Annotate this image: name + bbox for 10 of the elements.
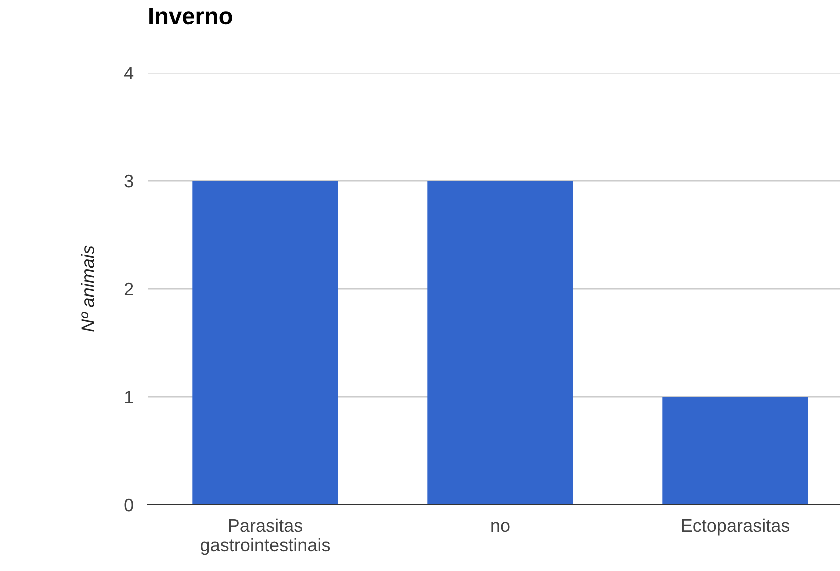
y-tick-label: 4: [124, 67, 134, 80]
x-tick-label: Parasitas gastrointestinais: [201, 518, 330, 556]
y-tick-label: 0: [124, 498, 134, 512]
chart-title: Inverno: [150, 8, 232, 25]
y-axis-title: Nº animais: [81, 246, 94, 332]
x-tick-label: no: [492, 522, 510, 532]
y-tick-label: 1: [125, 391, 134, 404]
y-tick-label: 3: [124, 174, 134, 188]
y-tick-label: 2: [124, 282, 134, 296]
x-tick-label: Ectoparasitas: [682, 518, 790, 536]
